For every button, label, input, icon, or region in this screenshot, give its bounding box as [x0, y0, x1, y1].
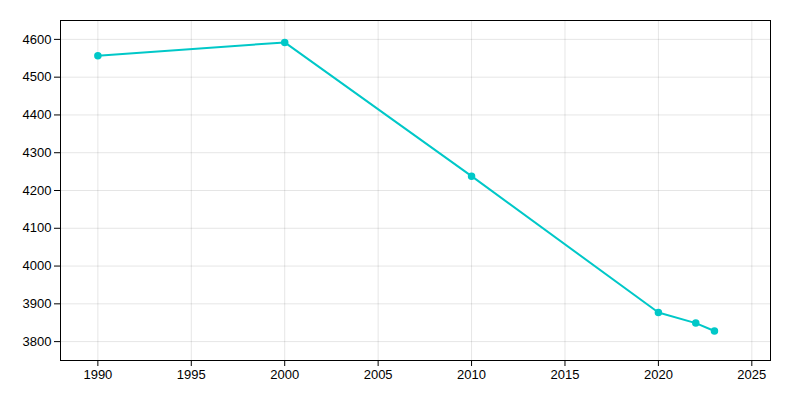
svg-text:4500: 4500 [23, 69, 52, 84]
svg-text:1995: 1995 [177, 367, 206, 382]
svg-text:4200: 4200 [23, 183, 52, 198]
svg-text:2020: 2020 [644, 367, 673, 382]
svg-text:4000: 4000 [23, 258, 52, 273]
svg-text:2005: 2005 [364, 367, 393, 382]
svg-text:3900: 3900 [23, 296, 52, 311]
svg-text:4600: 4600 [23, 32, 52, 47]
svg-text:4400: 4400 [23, 107, 52, 122]
svg-text:2000: 2000 [270, 367, 299, 382]
svg-text:2010: 2010 [457, 367, 486, 382]
svg-text:2015: 2015 [551, 367, 580, 382]
svg-text:4100: 4100 [23, 220, 52, 235]
svg-text:3800: 3800 [23, 334, 52, 349]
svg-text:1990: 1990 [83, 367, 112, 382]
svg-text:2025: 2025 [737, 367, 766, 382]
svg-text:4300: 4300 [23, 145, 52, 160]
